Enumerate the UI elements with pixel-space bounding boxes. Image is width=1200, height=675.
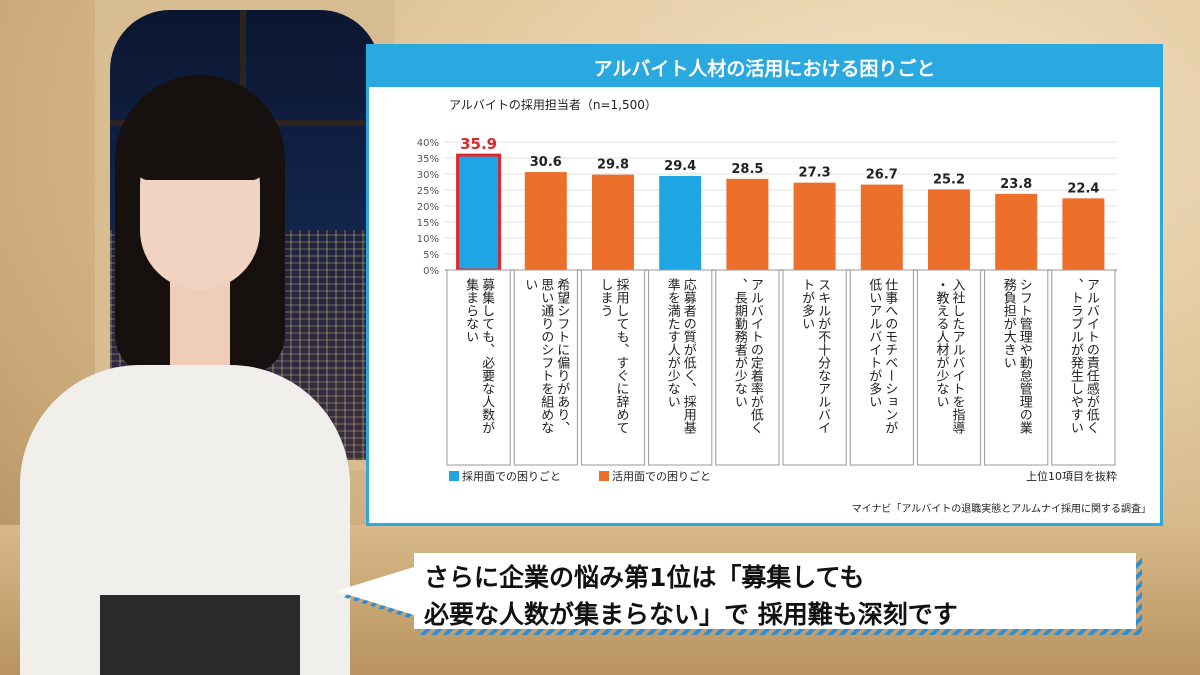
legend-swatch-use [599, 471, 609, 481]
legend-label-recruit: 採用面での困りごと [462, 469, 561, 483]
bar-use [928, 189, 970, 270]
bar-use [860, 184, 903, 270]
bar-use [592, 174, 634, 270]
category-box [513, 269, 578, 466]
bar-value-label: 30.6 [530, 155, 562, 170]
caption-text: さらに企業の悩み第1位は「募集しても 必要な人数が集まらない」で 採用難も深刻で… [424, 559, 1124, 633]
category-label: 募集しても、必要な人数が [479, 278, 495, 434]
category-box [446, 269, 511, 466]
caption-line-2: 必要な人数が集まらない」で 採用難も深刻です [424, 600, 958, 629]
category-label: 入社したアルバイトを指導 [950, 278, 966, 434]
category-label: い [522, 278, 537, 291]
y-tick-label: 5% [423, 250, 439, 261]
bar-value-label: 29.8 [597, 158, 629, 173]
category-label: 準を満たす人が少ない [665, 277, 681, 408]
category-box [782, 269, 847, 466]
legend-swatch-recruit [449, 471, 459, 481]
category-box [916, 269, 982, 466]
category-label: しまう [598, 278, 613, 317]
legend-label-use: 活用面での困りごと [612, 469, 711, 483]
y-tick-label: 0% [423, 266, 439, 277]
category-label: トが多い [799, 278, 815, 330]
category-label: 、長期勤務者が少ない [732, 278, 748, 408]
chart-panel: アルバイト人材の活用における困りごと アルバイトの採用担当者（n=1,500） 4… [366, 44, 1163, 526]
category-label: アルバイトの責任感が低く [1084, 278, 1100, 434]
bar-use [1062, 198, 1105, 270]
category-box [984, 269, 1049, 466]
bar-value-label: 28.5 [731, 162, 763, 177]
presenter-skirt [100, 595, 300, 675]
chart-source: マイナビ「アルバイトの退職実態とアルムナイ採用に関する調査」 [852, 502, 1151, 515]
category-label: 集まらない [463, 277, 479, 343]
y-tick-label: 30% [417, 170, 439, 181]
category-box [1051, 269, 1116, 466]
category-label: アルバイトの定着率が低く [748, 278, 764, 434]
bar-recruit [456, 153, 502, 272]
bar-recruit [659, 175, 702, 270]
bar-value-label: 23.8 [1000, 177, 1032, 192]
category-box [580, 269, 646, 466]
category-box [715, 269, 780, 466]
bar-value-label: 35.9 [460, 135, 497, 153]
category-label: 採用しても、すぐに辞めて [614, 278, 630, 434]
category-label: 、トラブルが発生しやすい [1068, 278, 1084, 434]
caption-shape [336, 553, 1142, 635]
category-label: 仕事へのモチベーションが [882, 278, 898, 434]
category-label: ・教える人材が少ない [934, 278, 950, 408]
category-label: 希望シフトに偏りがあり、 [554, 278, 570, 434]
bar-use [524, 172, 567, 270]
y-tick-label: 25% [417, 186, 439, 197]
category-box [648, 269, 713, 466]
bar-chart: アルバイトの採用担当者（n=1,500） 40% 35% 30% 25% 20% 15% 10… [417, 98, 1151, 515]
chart-subtitle: アルバイトの採用担当者（n=1,500） [449, 98, 657, 112]
bar-value-label: 22.4 [1067, 181, 1099, 196]
bar-use [793, 182, 836, 270]
bar-value-label: 27.3 [799, 166, 831, 181]
y-tick-label: 15% [417, 218, 439, 229]
category-label: 低いアルバイトが多い [866, 278, 882, 408]
bar-value-label: 29.4 [664, 159, 696, 174]
y-tick-label: 35% [417, 154, 439, 165]
chart-note: 上位10項目を抜粋 [1026, 469, 1117, 483]
chart-title: アルバイト人材の活用における困りごと [369, 47, 1160, 87]
category-label: 思い通りのシフトを組めな [538, 278, 554, 434]
bar-use [995, 193, 1038, 270]
category-label: 務負担が大きい [1001, 278, 1017, 369]
bar-value-label: 25.2 [933, 172, 965, 187]
y-tick-label: 20% [417, 202, 439, 213]
y-tick-label: 10% [417, 234, 439, 245]
caption-bar: さらに企業の悩み第1位は「募集しても 必要な人数が集まらない」で 採用難も深刻で… [334, 551, 1148, 641]
caption-line-1: さらに企業の悩み第1位は「募集しても [424, 563, 865, 592]
category-label: シフト管理や勤怠管理の業 [1017, 278, 1032, 434]
presenter [20, 75, 350, 675]
y-tick-label: 40% [417, 138, 439, 149]
category-box [849, 269, 914, 466]
category-label: スキルが不十分なアルバイ [815, 278, 831, 434]
bar-value-label: 26.7 [866, 168, 898, 183]
category-label: 応募者の質が低く、採用基 [681, 278, 697, 434]
bar-use [726, 178, 769, 270]
